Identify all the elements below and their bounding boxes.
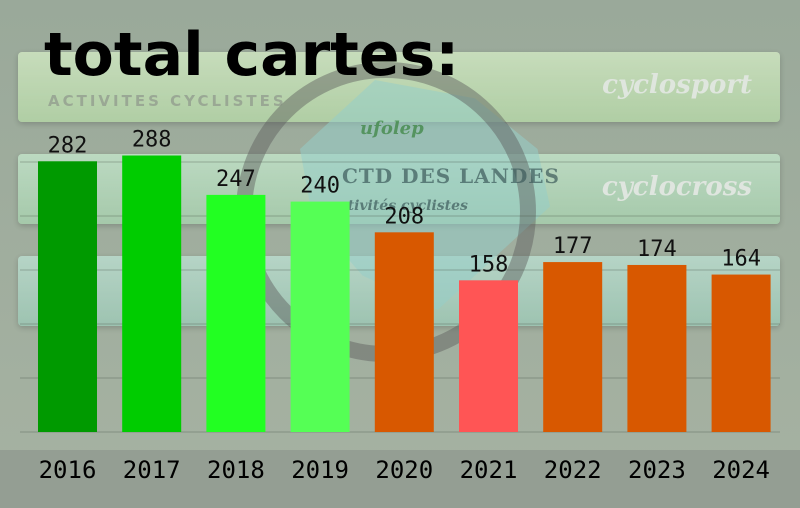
x-tick-label-2021: 2021 xyxy=(460,456,518,484)
bar-value-label-2021: 158 xyxy=(469,252,509,277)
bar-value-label-2018: 247 xyxy=(216,167,256,192)
x-tick-label-2016: 2016 xyxy=(39,456,97,484)
bar-value-label-2023: 174 xyxy=(637,237,677,262)
x-tick-label-2020: 2020 xyxy=(375,456,433,484)
bar-2018 xyxy=(206,194,266,432)
bar-2023 xyxy=(627,264,687,432)
bar-value-label-2019: 240 xyxy=(300,174,340,199)
bar-value-label-2022: 177 xyxy=(553,234,593,259)
bar-value-label-2024: 164 xyxy=(721,247,761,272)
bar-2021 xyxy=(459,280,518,432)
x-tick-label-2022: 2022 xyxy=(544,456,602,484)
bar-2017 xyxy=(122,155,182,432)
bar-2016 xyxy=(38,161,97,432)
bar-2022 xyxy=(543,262,603,432)
x-axis-band xyxy=(0,450,800,508)
bar-2020 xyxy=(374,232,434,432)
background-logo-tagline: activités cyclistes xyxy=(330,198,468,214)
background-band-subtitle: ACTIVITES CYCLISTES xyxy=(48,92,287,110)
chart-title: total cartes: xyxy=(44,20,460,90)
x-tick-label-2019: 2019 xyxy=(291,456,349,484)
bar-value-label-2017: 288 xyxy=(132,128,172,153)
x-tick-label-2023: 2023 xyxy=(628,456,686,484)
bar-value-label-2016: 282 xyxy=(48,133,88,158)
bar-2024 xyxy=(711,274,771,432)
background-label-cyclosport: cyclosport xyxy=(602,70,752,100)
bar-value-label-2020: 208 xyxy=(384,204,424,229)
background-label-cyclocross: cyclocross xyxy=(601,172,752,202)
bars xyxy=(38,155,771,432)
x-tick-label-2017: 2017 xyxy=(123,456,181,484)
x-tick-label-2018: 2018 xyxy=(207,456,265,484)
bar-2019 xyxy=(290,201,350,432)
background-logo-brand: ufolep xyxy=(360,118,424,139)
bar-value-labels: 282 288 247 240 208 158 177 174 164 xyxy=(48,128,761,278)
x-axis-tick-labels: 2016 2017 2018 2019 2020 2021 2022 2023 2024 xyxy=(39,456,770,484)
x-tick-label-2024: 2024 xyxy=(712,456,770,484)
background-logo-region: CTD DES LANDES xyxy=(342,164,560,188)
